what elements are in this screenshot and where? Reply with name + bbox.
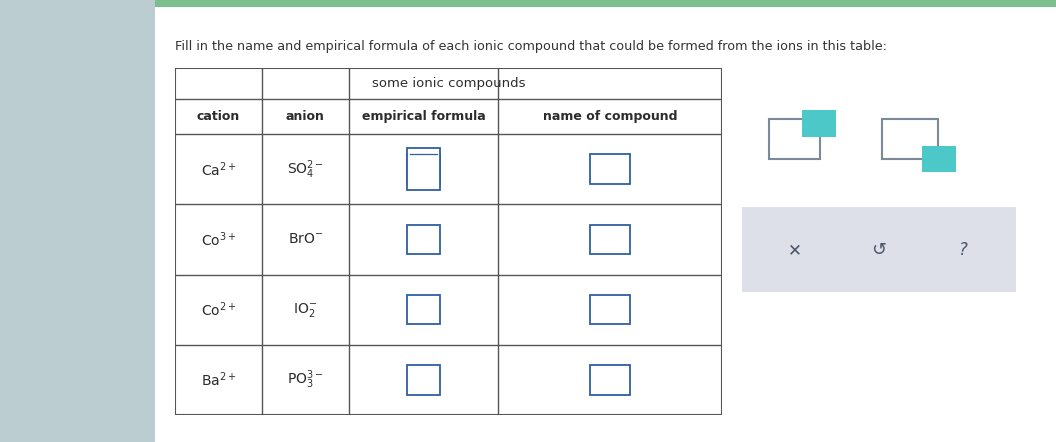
Bar [407,295,440,324]
Text: BrO$^{-}$: BrO$^{-}$ [287,232,323,247]
Text: PO$_3^{3-}$: PO$_3^{3-}$ [287,369,323,391]
Text: ?: ? [959,241,968,259]
Bar [882,119,938,159]
Text: Ca$^{2+}$: Ca$^{2+}$ [201,160,237,179]
Text: ✕: ✕ [788,241,802,259]
Bar [407,154,440,184]
Text: Co$^{3+}$: Co$^{3+}$ [201,230,237,249]
Text: anion: anion [286,110,324,123]
Text: SO$_4^{2-}$: SO$_4^{2-}$ [287,158,324,180]
Bar [590,365,630,395]
Bar [590,295,630,324]
Text: Ba$^{2+}$: Ba$^{2+}$ [201,370,237,389]
Text: cation: cation [196,110,240,123]
Bar [407,365,440,395]
Bar [590,154,630,184]
Bar [769,119,819,159]
FancyBboxPatch shape [731,66,1027,301]
Text: Co$^{2+}$: Co$^{2+}$ [201,301,237,319]
Bar [802,110,836,137]
Bar [407,225,440,254]
Text: Fill in the name and empirical formula of each ionic compound that could be form: Fill in the name and empirical formula o… [175,40,887,53]
Bar [923,145,957,172]
Text: some ionic compounds: some ionic compounds [372,77,525,90]
Text: ↺: ↺ [871,241,887,259]
Text: IO$_2^{-}$: IO$_2^{-}$ [294,301,318,319]
Text: name of compound: name of compound [543,110,677,123]
Bar [742,207,1016,292]
Text: empirical formula: empirical formula [361,110,486,123]
Bar [590,225,630,254]
Bar [407,148,440,190]
